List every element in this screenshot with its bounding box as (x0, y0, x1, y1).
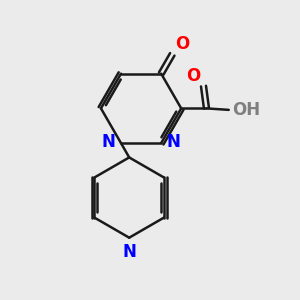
Text: OH: OH (232, 101, 260, 119)
Text: N: N (122, 243, 136, 261)
Text: N: N (102, 133, 116, 151)
Text: O: O (175, 35, 190, 53)
Text: N: N (167, 133, 180, 151)
Text: O: O (186, 67, 200, 85)
